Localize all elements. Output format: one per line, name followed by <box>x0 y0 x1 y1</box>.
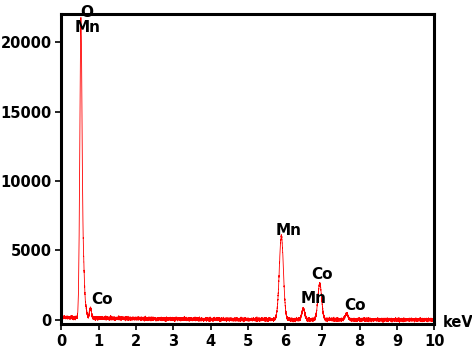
Text: keV: keV <box>443 315 472 330</box>
Text: Mn: Mn <box>276 223 302 238</box>
Text: Co: Co <box>311 267 333 282</box>
Text: Co: Co <box>91 292 113 307</box>
Text: O: O <box>81 5 94 20</box>
Text: Mn: Mn <box>301 291 327 306</box>
Text: Co: Co <box>344 298 365 313</box>
Text: Mn: Mn <box>75 20 101 35</box>
